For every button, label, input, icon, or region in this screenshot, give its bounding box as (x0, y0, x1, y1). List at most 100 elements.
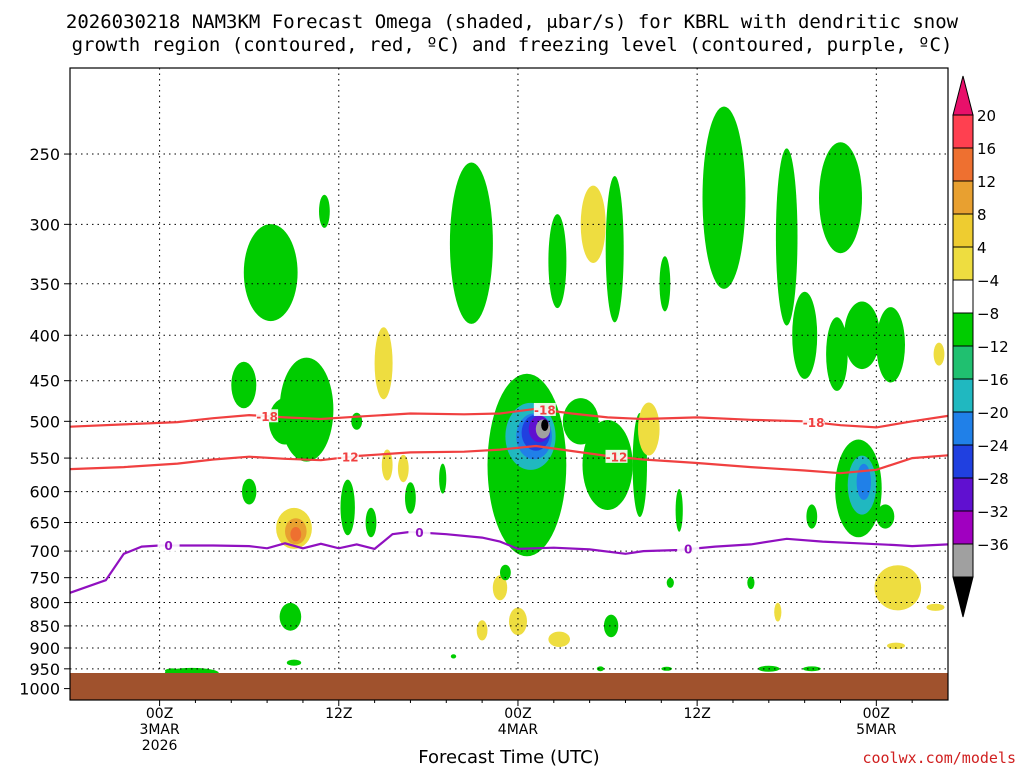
contour-label-bg-dgz_top-1 (533, 402, 556, 416)
omega-region-54 (397, 454, 409, 483)
y-tick-label-600: 600 (29, 483, 60, 502)
omega-region-52 (164, 668, 180, 674)
omega-region-40 (826, 317, 848, 391)
omega-region-59 (806, 504, 818, 529)
contour-layer: -18 -18 -18 -12 -12 0 0 0 (70, 402, 948, 594)
contour-label-freezing_level-0: 0 (164, 539, 172, 553)
colorbar-label-7: −12 (977, 338, 1009, 356)
colorbar-label-10: −24 (977, 437, 1009, 455)
contour-label-bg-dgz_bottom-0 (336, 450, 359, 464)
omega-region-37 (775, 148, 798, 326)
y-tick-label-300: 300 (29, 215, 60, 234)
omega-region-63 (596, 666, 605, 672)
contour-label-bg-dgz_bottom-1 (605, 449, 628, 463)
y-tick-label-950: 950 (29, 660, 60, 679)
omega-region-26 (509, 607, 527, 636)
omega-region-38 (792, 291, 818, 379)
contour-label-freezing_level-2: 0 (684, 543, 692, 557)
colorbar-label-9: −20 (977, 404, 1009, 422)
colorbar-segment-9 (952, 411, 974, 446)
omega-region-53 (286, 659, 302, 666)
y-tick-label-400: 400 (29, 326, 60, 345)
colorbar-label-13: −36 (977, 536, 1009, 554)
omega-region-24 (492, 575, 508, 601)
omega-region-2 (243, 224, 298, 322)
omega-region-61 (802, 666, 821, 672)
colorbar-label-11: −28 (977, 470, 1009, 488)
y-tick-label-750: 750 (29, 569, 60, 588)
contour-label-dgz_bottom-0: -12 (337, 451, 359, 465)
contour-label-bg-freezing_level-2 (677, 542, 700, 556)
omega-region-56 (675, 489, 683, 532)
y-tick-label-700: 700 (29, 542, 60, 561)
omega-region-48 (887, 642, 905, 649)
omega-region-8 (279, 602, 302, 631)
y-tick-label-350: 350 (29, 275, 60, 294)
omega-region-0 (231, 361, 257, 409)
contour-label-dgz_top-2: -18 (803, 416, 825, 430)
contour-label-dgz_top-1: -18 (534, 403, 556, 417)
x-tick-label-4-0: 00Z (863, 706, 890, 722)
omega-region-33 (638, 402, 660, 456)
colorbar-segment-4 (952, 246, 974, 281)
omega-region-39 (819, 142, 862, 254)
x-tick-label-0-1: 3MAR (139, 722, 180, 738)
x-tick-label-0-2: 2026 (142, 738, 178, 754)
colorbar-bottom-arrow (952, 576, 974, 618)
colorbar-segment-8 (952, 378, 974, 413)
y-tick-label-800: 800 (29, 594, 60, 613)
plot-area: -18 -18 -18 -12 -12 0 0 0 (70, 68, 948, 700)
contour-freezing_level (70, 530, 948, 594)
omega-region-29 (582, 420, 633, 510)
y-tick-label-1000: 1000 (19, 680, 60, 699)
x-tick-label-3-0: 12Z (683, 706, 710, 722)
y-tick-label-500: 500 (29, 412, 60, 431)
omega-region-7 (290, 527, 302, 542)
omega-region-62 (661, 666, 673, 671)
omega-region-64 (666, 577, 674, 588)
omega-region-14 (374, 327, 393, 400)
omega-region-16 (449, 162, 493, 324)
x-tick-label-1-0: 12Z (325, 706, 352, 722)
grid-layer (70, 68, 948, 700)
omega-region-28 (562, 398, 599, 445)
omega-region-4 (279, 357, 334, 462)
colorbar-label-4: 4 (977, 239, 987, 257)
omega-region-65 (500, 564, 511, 581)
contour-label-dgz_top-0: -18 (256, 410, 278, 424)
y-tick-label-550: 550 (29, 449, 60, 468)
colorbar-top-arrow (952, 75, 974, 116)
omega-region-44 (856, 463, 871, 500)
colorbar: 20 16 12 8 4 −4 −8 −12 −16 −20 −24 −28 −32 −36 (952, 75, 1009, 618)
omega-region-49 (933, 342, 945, 366)
omega-region-67 (450, 654, 457, 659)
contour-dgz_bottom (70, 444, 948, 475)
omega-region-12 (405, 482, 416, 514)
colorbar-segment-5 (952, 279, 974, 314)
x-tick-label-4-1: 5MAR (856, 722, 897, 738)
colorbar-label-8: −16 (977, 371, 1009, 389)
omega-region-47 (876, 504, 895, 529)
omega-region-11 (365, 507, 377, 538)
omega-region-23 (541, 419, 549, 431)
y-tick-label-900: 900 (29, 639, 60, 658)
y-tick-label-250: 250 (29, 145, 60, 164)
omega-region-46 (874, 565, 922, 611)
chart-title-line2: growth region (contoured, red, ºC) and f… (72, 34, 953, 56)
ground-surface (70, 673, 948, 700)
colorbar-segment-12 (952, 510, 974, 545)
omega-region-50 (926, 603, 945, 611)
y-axis: 250 300 350 400 450 500 550 600 650 700 750 800 850 9… (19, 145, 70, 699)
omega-region-45 (876, 307, 905, 383)
y-tick-label-850: 850 (29, 617, 60, 636)
chart-title-line1: 2026030218 NAM3KM Forecast Omega (shaded… (66, 11, 959, 33)
contour-label-freezing_level-1: 0 (415, 526, 423, 540)
colorbar-segment-13 (952, 543, 974, 578)
colorbar-segment-3 (952, 213, 974, 248)
omega-region-35 (603, 614, 619, 638)
contour-label-dgz_bottom-1: -12 (606, 450, 628, 464)
colorbar-segment-2 (952, 180, 974, 215)
colorbar-segment-6 (952, 312, 974, 347)
